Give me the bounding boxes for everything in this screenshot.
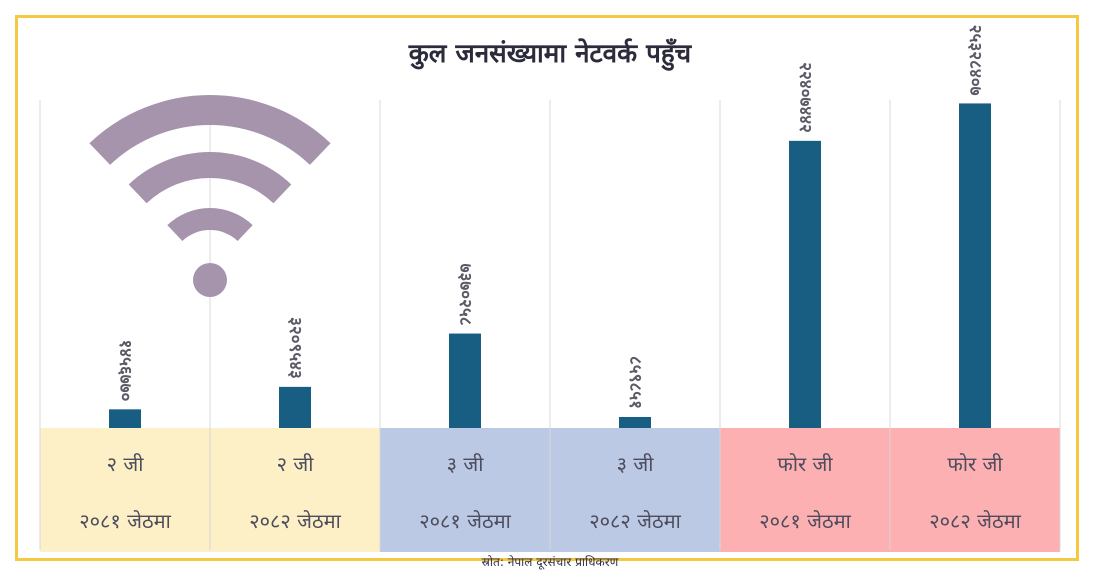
column-separators bbox=[39, 100, 1061, 550]
x-tick-tech: ३ जी bbox=[617, 452, 655, 476]
wifi-arc bbox=[167, 208, 253, 241]
bars bbox=[109, 103, 991, 429]
bar bbox=[449, 333, 481, 428]
x-tick-period: २०८२ जेठमा bbox=[249, 509, 341, 533]
x-tick-period: २०८१ जेठमा bbox=[759, 509, 851, 533]
bar bbox=[109, 409, 141, 428]
value-label: ३२०९५४३ bbox=[285, 317, 305, 379]
wifi-dot bbox=[193, 263, 227, 297]
wifi-arc bbox=[89, 95, 331, 165]
wifi-icon bbox=[89, 95, 331, 297]
x-tick-tech: ३ जी bbox=[447, 452, 485, 476]
value-labels: १४५६७७० ३२०९५४३ ७३७०२५८ ८५९८५१ २२४०७४४२ २५३२८… bbox=[115, 25, 985, 409]
x-tick-labels: २ जी २०८१ जेठमा २ जी २०८२ जेठमा ३ जी २०८१ जेठ… bbox=[79, 452, 1021, 533]
bar bbox=[959, 103, 991, 429]
bar bbox=[619, 416, 651, 428]
x-tick-tech: फोर जी bbox=[947, 452, 1003, 476]
value-label: ७३७०२५८ bbox=[455, 264, 475, 326]
source-note: स्रोत: नेपाल दूरसंचार प्राधिकरण bbox=[481, 555, 619, 569]
x-tick-tech: फोर जी bbox=[777, 452, 833, 476]
chart-title: कुल जनसंख्यामा नेटवर्क पहुँच bbox=[408, 38, 693, 71]
bar bbox=[279, 386, 311, 428]
x-tick-tech: २ जी bbox=[107, 452, 145, 476]
value-label: ८५९८५१ bbox=[625, 356, 645, 409]
x-tick-period: २०८२ जेठमा bbox=[589, 509, 681, 533]
wifi-arc bbox=[128, 152, 292, 204]
x-tick-period: २०८१ जेठमा bbox=[419, 509, 511, 533]
x-tick-period: २०८२ जेठमा bbox=[929, 509, 1021, 533]
value-label: २५३२८४०७ bbox=[965, 25, 985, 96]
bar bbox=[789, 140, 821, 428]
value-label: १४५६७७० bbox=[115, 339, 135, 401]
x-tick-period: २०८१ जेठमा bbox=[79, 509, 171, 533]
x-tick-tech: २ जी bbox=[277, 452, 315, 476]
value-label: २२४०७४४२ bbox=[795, 62, 815, 133]
